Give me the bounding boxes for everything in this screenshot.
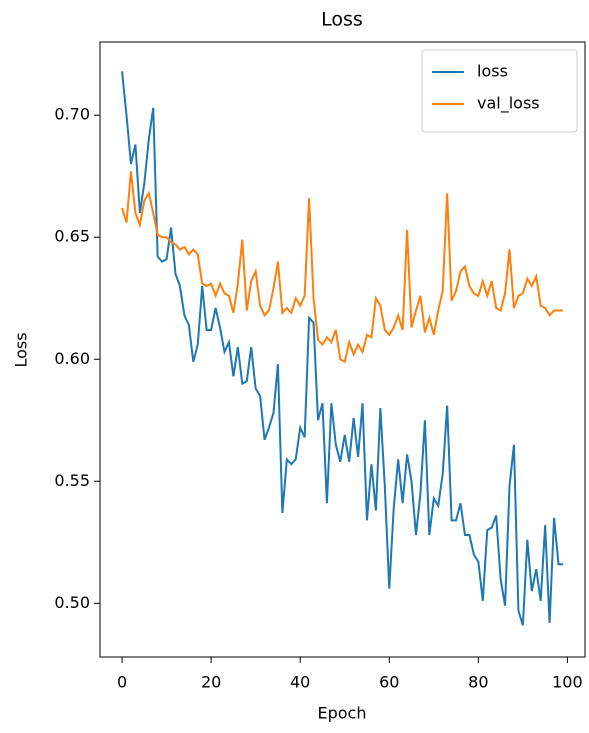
y-axis-label: Loss	[12, 332, 31, 367]
y-tick-label: 0.70	[54, 105, 90, 124]
legend-label: loss	[477, 62, 508, 81]
line-series	[121, 171, 563, 364]
chart-title: Loss	[321, 9, 363, 31]
axes-frame	[99, 41, 586, 658]
y-tick-label: 0.50	[54, 593, 90, 612]
x-tick-label: 60	[379, 673, 399, 692]
y-tick-label: 0.55	[54, 471, 90, 490]
legend-box	[421, 49, 578, 133]
x-tick-label: 0	[117, 673, 127, 692]
x-tick-label: 80	[468, 673, 488, 692]
y-tick-label: 0.65	[54, 227, 90, 246]
x-tick-label: 20	[201, 673, 221, 692]
legend-label: val_loss	[477, 94, 540, 114]
x-tick-label: 100	[552, 673, 583, 692]
x-tick-label: 40	[290, 673, 310, 692]
y-tick-label: 0.60	[54, 349, 90, 368]
x-axis-label: Epoch	[318, 704, 367, 723]
line-series	[121, 71, 563, 626]
